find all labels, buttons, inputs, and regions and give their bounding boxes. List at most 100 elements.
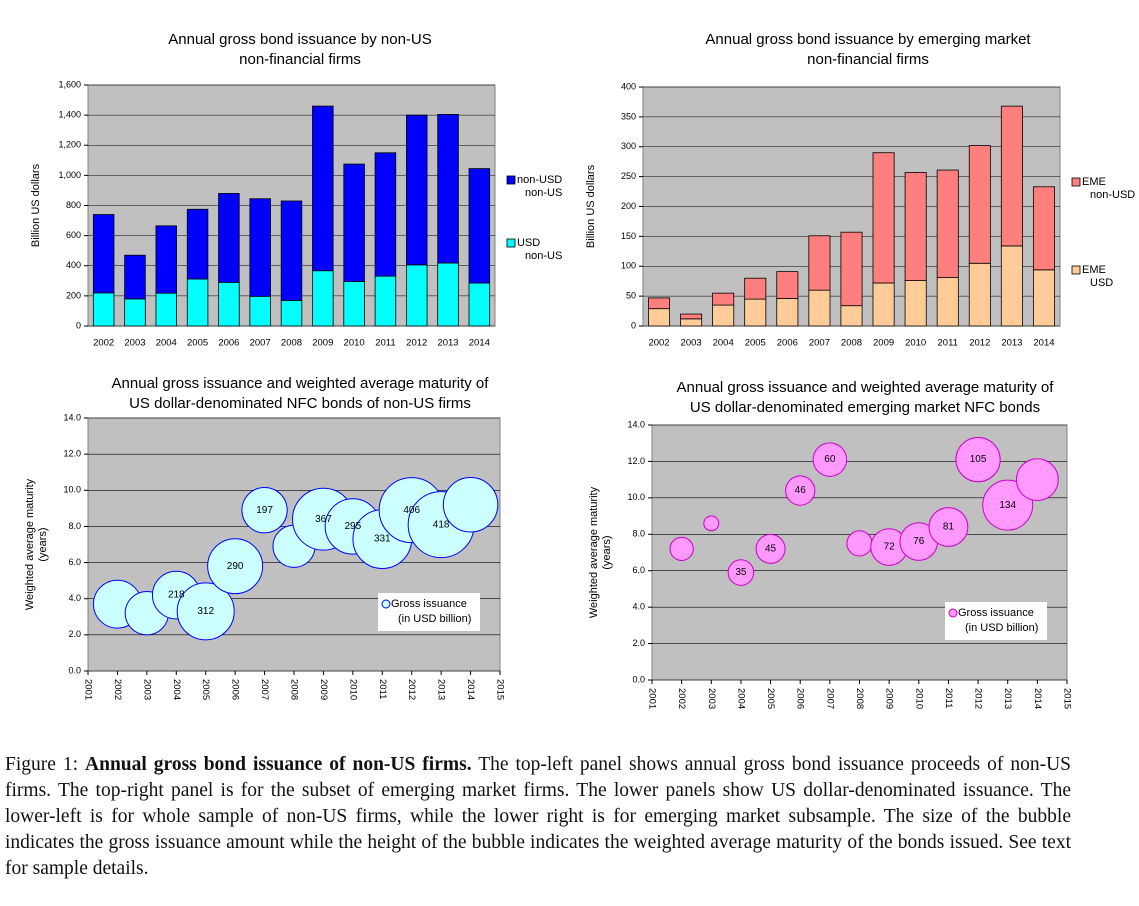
x-tick-label: 2009 xyxy=(312,338,333,349)
x-tick-label: 2005 xyxy=(187,338,208,349)
y-tick-label: 300 xyxy=(621,141,636,151)
bar xyxy=(280,200,303,301)
y-tick-label: 600 xyxy=(66,230,81,240)
legend-box xyxy=(378,593,480,631)
x-tick-label: 2011 xyxy=(943,688,954,708)
legend-swatch xyxy=(506,175,516,185)
chart-title: Annual gross bond issuance by emerging m… xyxy=(705,31,1031,48)
legend-line: non-US xyxy=(525,187,562,199)
x-tick-label: 2011 xyxy=(938,338,958,349)
bar xyxy=(249,198,271,297)
y-tick-label: 1,400 xyxy=(58,110,81,120)
bar xyxy=(648,308,671,327)
legend-label: non-USD non-US xyxy=(517,174,562,199)
x-tick-label: 2008 xyxy=(281,338,302,349)
y-tick-label: 250 xyxy=(621,171,636,181)
data-label: 290 xyxy=(227,561,244,572)
data-label: 331 xyxy=(374,534,391,545)
legend-line: EME xyxy=(1082,176,1106,188)
legend-line: EME xyxy=(1082,264,1106,276)
x-tick-label: 2006 xyxy=(777,338,798,349)
bubble xyxy=(928,507,969,547)
bar xyxy=(249,295,271,327)
legend-marker xyxy=(948,608,958,618)
x-tick-label: 2003 xyxy=(124,338,145,349)
legend-swatch xyxy=(1071,177,1081,187)
data-label: 406 xyxy=(403,505,420,516)
chart-title: non-financial firms xyxy=(239,51,361,68)
y-tick-label: 100 xyxy=(621,261,636,271)
bar xyxy=(405,114,428,266)
y-tick-label: 14.0 xyxy=(627,419,645,429)
legend-line: non-USD xyxy=(1090,189,1135,201)
legend-line: Gross issuance xyxy=(391,598,467,610)
legend-swatch xyxy=(506,238,516,248)
bar xyxy=(343,163,365,282)
bar xyxy=(744,277,767,300)
caption-text: The top-left panel shows annual gross bo… xyxy=(5,754,1071,879)
bar xyxy=(218,281,240,327)
bar xyxy=(1000,105,1023,247)
data-label: 81 xyxy=(943,522,955,533)
bubble xyxy=(669,536,694,561)
y-tick-label: 150 xyxy=(621,231,636,241)
data-label: 134 xyxy=(999,500,1016,511)
y-axis-label: (years) xyxy=(37,527,49,561)
data-label: 35 xyxy=(735,567,747,578)
bar xyxy=(968,145,991,264)
x-tick-label: 2005 xyxy=(200,679,211,700)
y-tick-label: 400 xyxy=(621,81,636,91)
x-tick-label: 2004 xyxy=(713,338,734,349)
bar xyxy=(840,305,863,327)
y-tick-label: 6.0 xyxy=(68,557,81,567)
legend-line: non-US xyxy=(525,250,562,262)
x-tick-label: 2013 xyxy=(437,338,458,349)
bar xyxy=(468,168,491,284)
bubble xyxy=(955,436,1001,483)
x-tick-label: 2010 xyxy=(344,338,365,349)
x-tick-label: 2010 xyxy=(913,688,924,709)
legend-line: USD xyxy=(517,237,540,249)
y-tick-label: 8.0 xyxy=(632,529,645,539)
x-tick-label: 2014 xyxy=(469,338,490,349)
legend-box xyxy=(945,602,1047,640)
y-tick-label: 12.0 xyxy=(627,456,645,466)
x-tick-label: 2009 xyxy=(884,688,895,709)
x-tick-label: 2007 xyxy=(259,679,270,700)
x-tick-label: 2008 xyxy=(854,688,865,709)
chart-title: non-financial firms xyxy=(807,51,929,68)
x-tick-label: 2011 xyxy=(375,338,395,349)
bar xyxy=(872,152,895,284)
x-tick-label: 2005 xyxy=(745,338,766,349)
figure: Annual gross bond issuance by non-US non-… xyxy=(24,31,1135,709)
x-tick-label: 2012 xyxy=(406,338,427,349)
chart-title: US dollar-denominated emerging market NF… xyxy=(690,399,1040,416)
x-tick-label: 2002 xyxy=(648,338,669,349)
x-tick-label: 2004 xyxy=(735,688,746,709)
x-tick-label: 2008 xyxy=(288,679,299,700)
y-tick-label: 1,200 xyxy=(58,140,81,150)
bubble xyxy=(812,442,848,477)
data-label: 46 xyxy=(795,485,807,496)
data-label: 218 xyxy=(168,590,185,601)
bubble xyxy=(755,533,786,564)
bubble xyxy=(846,530,873,557)
y-tick-label: 400 xyxy=(66,260,81,270)
bar xyxy=(312,105,334,272)
bar xyxy=(680,313,703,320)
legend-label: USD non-US xyxy=(517,237,562,262)
bar xyxy=(124,254,146,300)
x-tick-label: 2001 xyxy=(82,679,93,700)
y-tick-label: 4.0 xyxy=(632,602,645,612)
x-tick-label: 2013 xyxy=(1002,688,1013,709)
y-tick-label: 10.0 xyxy=(627,492,645,502)
y-tick-label: 2.0 xyxy=(632,638,645,648)
legend-label: EME non-USD xyxy=(1082,176,1135,201)
x-tick-label: 2002 xyxy=(676,688,687,709)
data-label: 312 xyxy=(197,606,214,617)
bar xyxy=(218,193,240,283)
bar xyxy=(374,275,397,327)
y-axis-label: Weighted average maturity xyxy=(24,478,36,610)
bar xyxy=(374,152,397,277)
bar xyxy=(1000,245,1023,327)
